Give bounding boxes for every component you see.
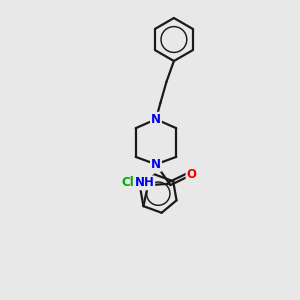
Text: N: N	[151, 158, 161, 171]
Text: O: O	[187, 168, 196, 181]
Text: N: N	[151, 113, 161, 126]
Text: Cl: Cl	[121, 176, 134, 189]
Text: NH: NH	[134, 176, 154, 189]
